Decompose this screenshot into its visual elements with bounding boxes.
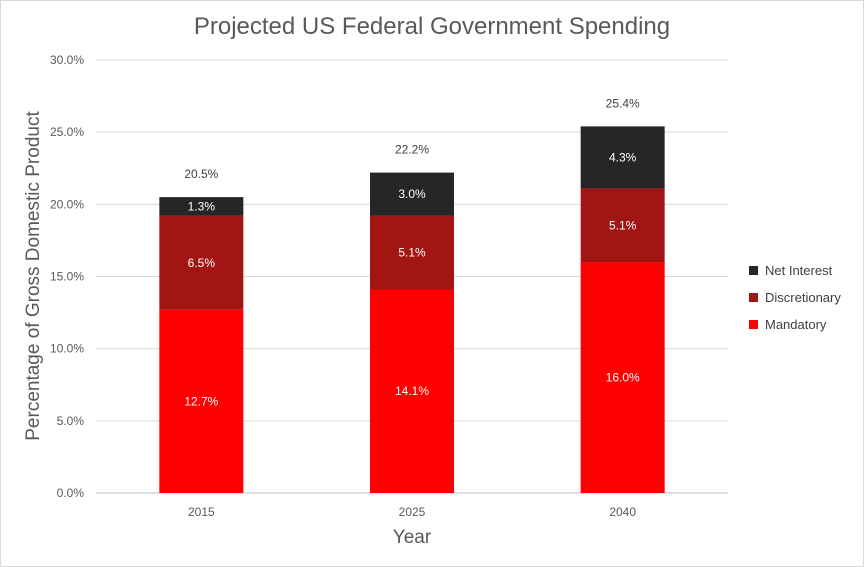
legend-label-discretionary: Discretionary xyxy=(765,290,841,305)
legend-swatch-mandatory xyxy=(749,320,758,329)
data-label-mandatory: 12.7% xyxy=(184,394,218,408)
legend-swatch-net-interest xyxy=(749,266,758,275)
bar-segment-discretionary xyxy=(580,188,665,263)
data-label-net-interest: 3.0% xyxy=(398,187,426,201)
legend-item-discretionary: Discretionary xyxy=(749,284,841,311)
y-tick-label: 30.0% xyxy=(50,53,84,67)
bar-segment-discretionary xyxy=(159,215,244,310)
y-tick-label: 20.0% xyxy=(50,197,84,211)
data-label-mandatory: 14.1% xyxy=(395,384,429,398)
x-tick-label: 2015 xyxy=(188,505,215,519)
x-tick-label: 2025 xyxy=(399,505,426,519)
y-tick-label: 15.0% xyxy=(50,270,84,284)
bar-segment-mandatory xyxy=(370,289,454,493)
bar-segment-net-interest xyxy=(159,197,244,216)
y-tick-label: 10.0% xyxy=(50,342,84,356)
bar-segment-mandatory xyxy=(159,309,244,493)
data-label-net-interest: 4.3% xyxy=(609,150,637,164)
legend-label-net-interest: Net Interest xyxy=(765,263,833,278)
data-label-discretionary: 6.5% xyxy=(188,256,216,270)
legend-item-net-interest: Net Interest xyxy=(749,257,841,284)
chart-title: Projected US Federal Government Spending xyxy=(193,13,671,40)
bar-segment-net-interest xyxy=(370,172,454,216)
bar-segment-net-interest xyxy=(580,126,665,189)
y-tick-label: 25.0% xyxy=(50,125,84,139)
total-label: 20.5% xyxy=(184,167,218,181)
data-label-discretionary: 5.1% xyxy=(398,246,426,260)
y-tick-label: 5.0% xyxy=(57,414,85,428)
y-tick-label: 0.0% xyxy=(57,486,85,500)
legend: Net Interest Discretionary Mandatory xyxy=(749,257,841,338)
data-label-discretionary: 5.1% xyxy=(609,218,637,232)
bar-segment-discretionary xyxy=(370,215,454,290)
x-axis-title: Year xyxy=(392,527,432,548)
total-label: 25.4% xyxy=(606,96,640,110)
total-label: 22.2% xyxy=(395,143,429,157)
data-label-net-interest: 1.3% xyxy=(188,199,216,213)
legend-label-mandatory: Mandatory xyxy=(765,317,827,332)
bar-segment-mandatory xyxy=(580,262,665,493)
x-tick-label: 2040 xyxy=(609,505,636,519)
legend-swatch-discretionary xyxy=(749,293,758,302)
data-label-mandatory: 16.0% xyxy=(606,371,640,385)
legend-item-mandatory: Mandatory xyxy=(749,311,841,338)
